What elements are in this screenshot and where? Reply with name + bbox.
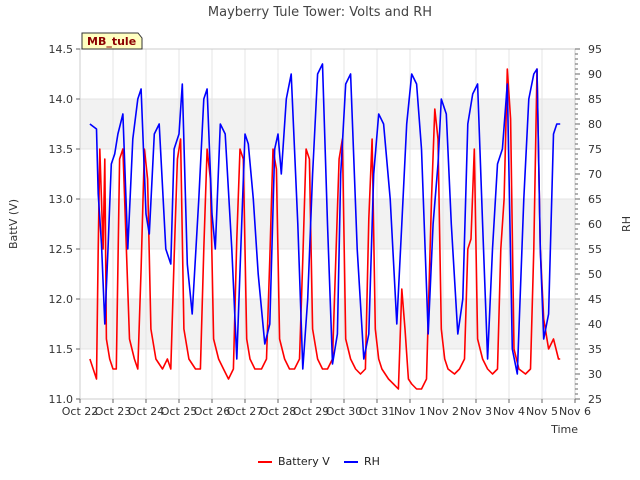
series-layer [89,63,561,390]
right-tick-label: 30 [588,368,602,381]
x-tick-label: Nov 3 [460,405,492,418]
right-tick-label: 65 [588,193,602,206]
right-tick-label: 25 [588,393,602,406]
x-tick-label: Oct 27 [227,405,264,418]
x-tick-label: Oct 23 [95,405,132,418]
x-tick-label: Nov 5 [526,405,558,418]
x-tick-label: Oct 24 [128,405,165,418]
x-tick-label: Oct 25 [161,405,198,418]
x-tick-label: Oct 22 [62,405,99,418]
left-tick-label: 12.0 [49,293,74,306]
chart-title: Mayberry Tule Tower: Volts and RH [208,5,432,20]
x-tick-label: Nov 1 [394,405,426,418]
left-axis-title: BattV (V) [7,199,20,249]
x-tick-label: Oct 28 [260,405,297,418]
right-tick-label: 55 [588,243,602,256]
x-tick-label: Oct 29 [293,405,330,418]
right-tick-label: 60 [588,218,602,231]
left-tick-label: 14.0 [49,93,74,106]
station-tag-label: MB_tule [87,35,136,48]
left-axis: 11.0 11.5 12.0 12.5 13.0 13.5 14.0 14.5 [49,43,80,406]
left-tick-label: 13.5 [49,143,74,156]
x-tick-label: Nov 4 [493,405,525,418]
right-tick-label: 45 [588,293,602,306]
x-tick-label: Oct 26 [194,405,231,418]
left-tick-label: 13.0 [49,193,74,206]
background-band [80,299,575,349]
right-tick-label: 40 [588,318,602,331]
right-tick-label: 35 [588,343,602,356]
x-tick-label: Oct 30 [326,405,363,418]
x-tick-label: Nov 2 [427,405,459,418]
x-tick-label: Nov 6 [559,405,591,418]
left-tick-label: 12.5 [49,243,74,256]
series-line-rh [89,63,561,375]
right-tick-label: 95 [588,43,602,56]
station-tag: MB_tule [81,32,143,50]
right-tick-label: 80 [588,118,602,131]
x-tick-label: Oct 31 [359,405,396,418]
left-tick-label: 11.0 [49,393,74,406]
right-tick-label: 75 [588,143,602,156]
series-line-battery-v [89,68,561,390]
station-tag-box [81,32,143,50]
right-tick-label: 50 [588,268,602,281]
left-tick-label: 11.5 [49,343,74,356]
right-tick-label: 85 [588,93,602,106]
right-tick-label: 70 [588,168,602,181]
right-axis-title: RH [620,216,633,232]
legend-label-rh: RH [364,455,380,468]
legend-label-battery: Battery V [278,455,330,468]
right-tick-label: 90 [588,68,602,81]
left-tick-label: 14.5 [49,43,74,56]
background-band [80,99,575,149]
right-axis: 25 30 35 40 45 50 55 60 65 70 75 80 85 90 95 [575,43,602,406]
x-axis-title: Time [550,423,578,436]
legend: Battery V RH [258,455,380,468]
